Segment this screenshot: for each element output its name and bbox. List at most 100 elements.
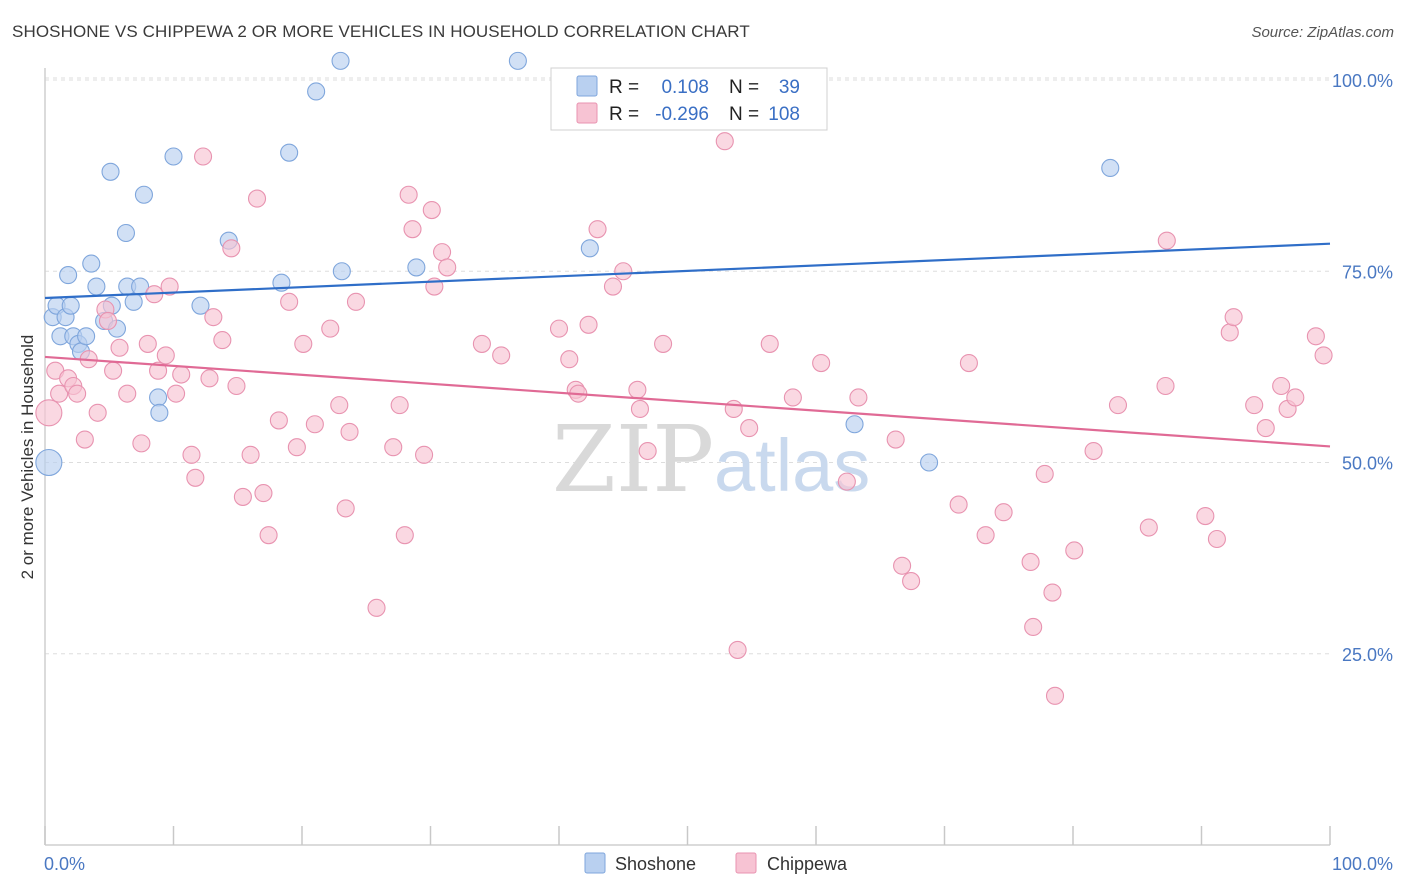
chippewa-point-74 (760, 334, 779, 353)
grid-lines (45, 77, 1330, 655)
chippewa-point-25 (200, 369, 219, 388)
chippewa-point-38 (294, 334, 313, 353)
chippewa-point-54 (433, 243, 452, 262)
chippewa-point-23 (186, 468, 205, 487)
chippewa-point-99 (1220, 323, 1239, 342)
legend-r-value-chippewa: -0.296 (655, 104, 709, 125)
chippewa-point-97 (1196, 506, 1215, 526)
legend-swatch-shoshone (576, 75, 598, 97)
chippewa-point-21 (172, 365, 191, 384)
chippewa-point-69 (654, 334, 673, 353)
series-chippewa (35, 132, 1333, 705)
chippewa-point-89 (1043, 583, 1062, 602)
chippewa-point-47 (390, 396, 409, 415)
y-axis-label: 2 or more Vehicles in Household (18, 335, 37, 580)
chippewa-point-48 (395, 526, 414, 545)
chippewa-point-46 (384, 438, 403, 457)
legend-r-value-shoshone: 0.108 (661, 77, 709, 98)
chippewa-point-88 (1035, 464, 1054, 484)
shoshone-point-12 (87, 277, 106, 296)
chippewa-point-20 (167, 384, 186, 403)
chippewa-point-57 (492, 346, 511, 365)
chippewa-point-33 (254, 484, 273, 503)
shoshone-point-17 (116, 223, 136, 243)
chippewa-point-84 (976, 526, 995, 545)
chippewa-point-40 (321, 319, 340, 338)
chippewa-point-86 (1021, 552, 1040, 572)
chippewa-point-93 (1108, 396, 1128, 415)
chart-title: SHOSHONE VS CHIPPEWA 2 OR MORE VEHICLES … (12, 22, 750, 41)
chippewa-point-17 (149, 361, 168, 380)
series-legend-label-shoshone: Shoshone (615, 854, 696, 874)
chippewa-point-10 (98, 311, 118, 331)
legend-n-label-chippewa: N = (729, 104, 759, 125)
chippewa-point-11 (104, 361, 123, 380)
legend-r-label-shoshone: R = (609, 77, 639, 98)
watermark: ZIP atlas (552, 406, 870, 513)
y-tick-label-50: 50.0% (1342, 454, 1393, 474)
chippewa-point-34 (259, 526, 278, 545)
chippewa-point-64 (603, 277, 623, 296)
chippewa-point-75 (783, 388, 802, 407)
y-tick-label-75: 75.0% (1342, 262, 1393, 282)
data-points (35, 51, 1333, 705)
chippewa-point-79 (886, 430, 905, 449)
chippewa-point-15 (138, 334, 157, 353)
chippewa-point-67 (630, 399, 650, 419)
shoshone-point-34 (580, 239, 599, 258)
shoshone-point-0 (35, 448, 63, 477)
legend-r-label-chippewa: R = (609, 104, 639, 125)
chippewa-point-90 (1045, 686, 1065, 705)
chippewa-point-36 (280, 292, 299, 311)
chippewa-point-107 (1314, 346, 1333, 365)
shoshone-point-32 (407, 258, 426, 277)
chippewa-point-37 (287, 438, 306, 457)
chippewa-point-103 (1272, 376, 1291, 396)
chippewa-point-71 (724, 399, 743, 419)
chippewa-point-30 (233, 487, 252, 506)
y-tick-label-100: 100.0% (1332, 71, 1393, 91)
chippewa-point-98 (1207, 529, 1226, 549)
chippewa-point-105 (1286, 388, 1305, 407)
chippewa-point-77 (837, 472, 856, 491)
chippewa-point-91 (1065, 541, 1084, 560)
shoshone-trend-line (44, 242, 1331, 300)
series-shoshone (35, 51, 1120, 477)
shoshone-point-11 (82, 254, 101, 273)
chippewa-point-32 (247, 189, 267, 208)
chippewa-point-81 (902, 572, 921, 591)
chippewa-point-52 (422, 201, 441, 220)
chippewa-point-8 (88, 403, 107, 422)
series-legend-swatch-shoshone (584, 852, 606, 874)
chippewa-point-96 (1157, 231, 1176, 250)
chippewa-point-55 (438, 258, 457, 277)
chippewa-point-106 (1306, 327, 1325, 346)
chippewa-point-27 (213, 331, 232, 350)
watermark-zip: ZIP (552, 406, 714, 513)
shoshone-point-37 (1101, 158, 1120, 178)
trend-lines (44, 242, 1331, 448)
chippewa-point-76 (812, 353, 831, 373)
series-legend-swatch-chippewa (735, 852, 757, 874)
shoshone-point-31 (332, 262, 351, 281)
chippewa-point-70 (715, 132, 734, 151)
chippewa-point-43 (340, 422, 359, 441)
chippewa-point-94 (1139, 518, 1158, 537)
chippewa-point-66 (628, 380, 647, 399)
chippewa-point-78 (849, 388, 868, 407)
chippewa-point-12 (110, 338, 129, 357)
series-legend: Shoshone Chippewa (584, 852, 848, 874)
shoshone-point-10 (77, 327, 96, 346)
chippewa-point-59 (560, 350, 579, 369)
chippewa-point-92 (1084, 441, 1103, 461)
chippewa-point-56 (472, 334, 491, 353)
chippewa-point-102 (1256, 419, 1275, 438)
shoshone-point-6 (61, 296, 80, 315)
x-tick-label-0: 0.0% (44, 854, 85, 874)
chippewa-point-5 (68, 384, 87, 403)
chippewa-point-0 (35, 399, 63, 427)
chippewa-point-73 (740, 419, 759, 438)
chippewa-point-26 (204, 308, 223, 327)
series-legend-label-chippewa: Chippewa (767, 854, 848, 874)
